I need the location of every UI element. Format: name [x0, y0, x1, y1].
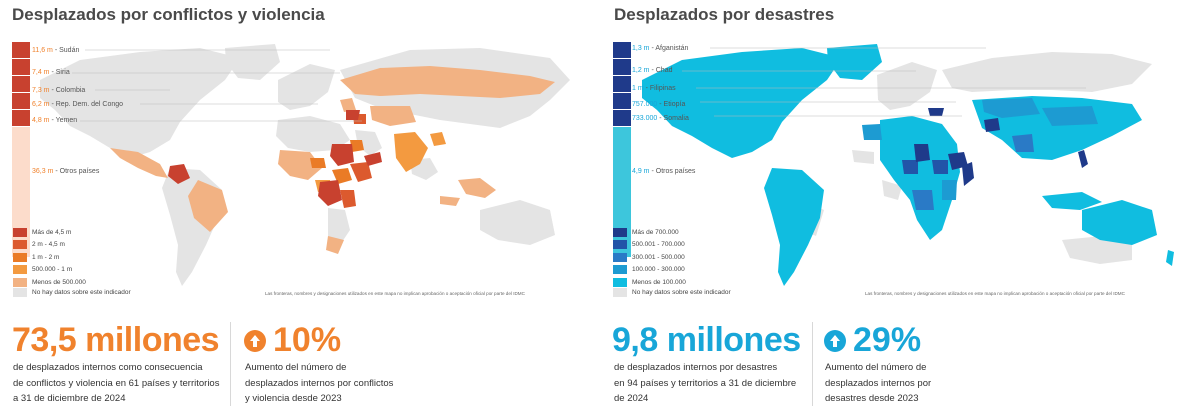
disaster-pct-desc: Aumento del número de desplazados intern… [825, 362, 932, 404]
disaster-panel: Desplazados por desastres [600, 0, 1200, 420]
stack-segment-afganistan [613, 42, 631, 58]
callout-leader-lines [72, 49, 362, 122]
callout-congo: 6,2 m - Rep. Dem. del Congo [32, 101, 124, 108]
map-land-darkblue [914, 108, 1088, 186]
disaster-legend: Más de 700.000 500.001 - 700.000 300.001… [613, 226, 686, 289]
legend-nodata: No hay datos sobre este indicador [13, 288, 131, 297]
callout-filipinas: 1 m - Filipinas [632, 85, 676, 92]
conflict-panel: Desplazados por conflictos y violencia [12, 5, 570, 406]
conflict-total-desc: de desplazados internos como consecuenci… [13, 362, 220, 404]
conflict-total-stat: 73,5 millones [12, 321, 220, 359]
legend-item: 100.000 - 300.000 [613, 264, 686, 277]
callout-etiopia: 757.000 - Etiopía [632, 101, 686, 108]
stack-segment-chad [613, 59, 631, 75]
callout-leader-lines [682, 47, 1086, 117]
map-land-darkred [168, 110, 382, 206]
map-land-blue [912, 134, 1034, 210]
disaster-map-title: Desplazados por desastres [614, 5, 835, 24]
stack-segment-sudan [12, 42, 30, 58]
conflict-pct-stat: 10% [273, 321, 342, 359]
callout-afganistan: 1,3 m - Afganistán [632, 45, 689, 52]
stack-segment-colombia [12, 76, 30, 92]
conflict-world-map [40, 44, 570, 286]
disaster-world-map [642, 44, 1174, 286]
legend-item: 500.000 - 1 m [13, 264, 86, 277]
disaster-total-desc: de desplazados internos por desastres en… [614, 362, 797, 404]
map-disclaimer: Las fronteras, nombres y designaciones u… [265, 291, 525, 296]
callout-yemen: 4,8 m - Yemen [32, 117, 78, 124]
map-land-mid-blue [862, 98, 1098, 200]
stat-divider [230, 322, 231, 406]
conflict-legend: Más de 4,5 m 2 m - 4,5 m 1 m - 2 m 500.0… [13, 226, 86, 289]
legend-item: Menos de 500.000 [13, 276, 86, 289]
disaster-total-stat: 9,8 millones [612, 321, 801, 359]
legend-nodata: No hay datos sobre este indicador [613, 288, 731, 297]
callout-somalia: 733.000 - Somalia [632, 115, 689, 122]
callout-chad: 1,2 m - Chad [632, 67, 673, 74]
legend-item: 500.001 - 700.000 [613, 239, 686, 252]
stat-divider [812, 322, 813, 406]
stack-segment-siria [12, 59, 30, 75]
conflict-pct-desc: Aumento del número de desplazados intern… [245, 362, 394, 404]
callout-siria: 7,4 m - Siria [32, 69, 70, 76]
legend-item: Menos de 100.000 [613, 276, 686, 289]
stack-segment-yemen [12, 110, 30, 126]
legend-item: 300.001 - 500.000 [613, 251, 686, 264]
legend-item: Más de 4,5 m [13, 226, 86, 239]
stack-segment-otros [12, 127, 30, 257]
map-disclaimer: Las fronteras, nombres y designaciones u… [865, 291, 1125, 296]
callout-sudan: 11,6 m - Sudán [32, 47, 80, 54]
map-land-darker-blue [902, 160, 948, 174]
arrow-up-icon [824, 330, 846, 352]
map-land-light-orange [110, 66, 555, 254]
stack-segment-otros [613, 127, 631, 257]
legend-item: 2 m - 4,5 m [13, 239, 86, 252]
arrow-up-icon [244, 330, 266, 352]
callout-colombia: 7,3 m - Colombia [32, 87, 86, 94]
legend-item: 1 m - 2 m [13, 251, 86, 264]
stack-segment-filipinas [613, 76, 631, 92]
stack-segment-somalia [613, 110, 631, 126]
legend-item: Más de 700.000 [613, 226, 686, 239]
conflict-map-title: Desplazados por conflictos y violencia [12, 5, 325, 24]
callout-otros: 4,9 m - Otros países [632, 168, 696, 175]
stack-segment-etiopia [613, 93, 631, 109]
callout-otros: 36,3 m - Otros países [32, 168, 100, 175]
map-land-mid-orange [310, 140, 364, 184]
disaster-pct-stat: 29% [853, 321, 922, 359]
stack-segment-congo [12, 93, 30, 109]
map-land-red-orange [340, 114, 372, 208]
